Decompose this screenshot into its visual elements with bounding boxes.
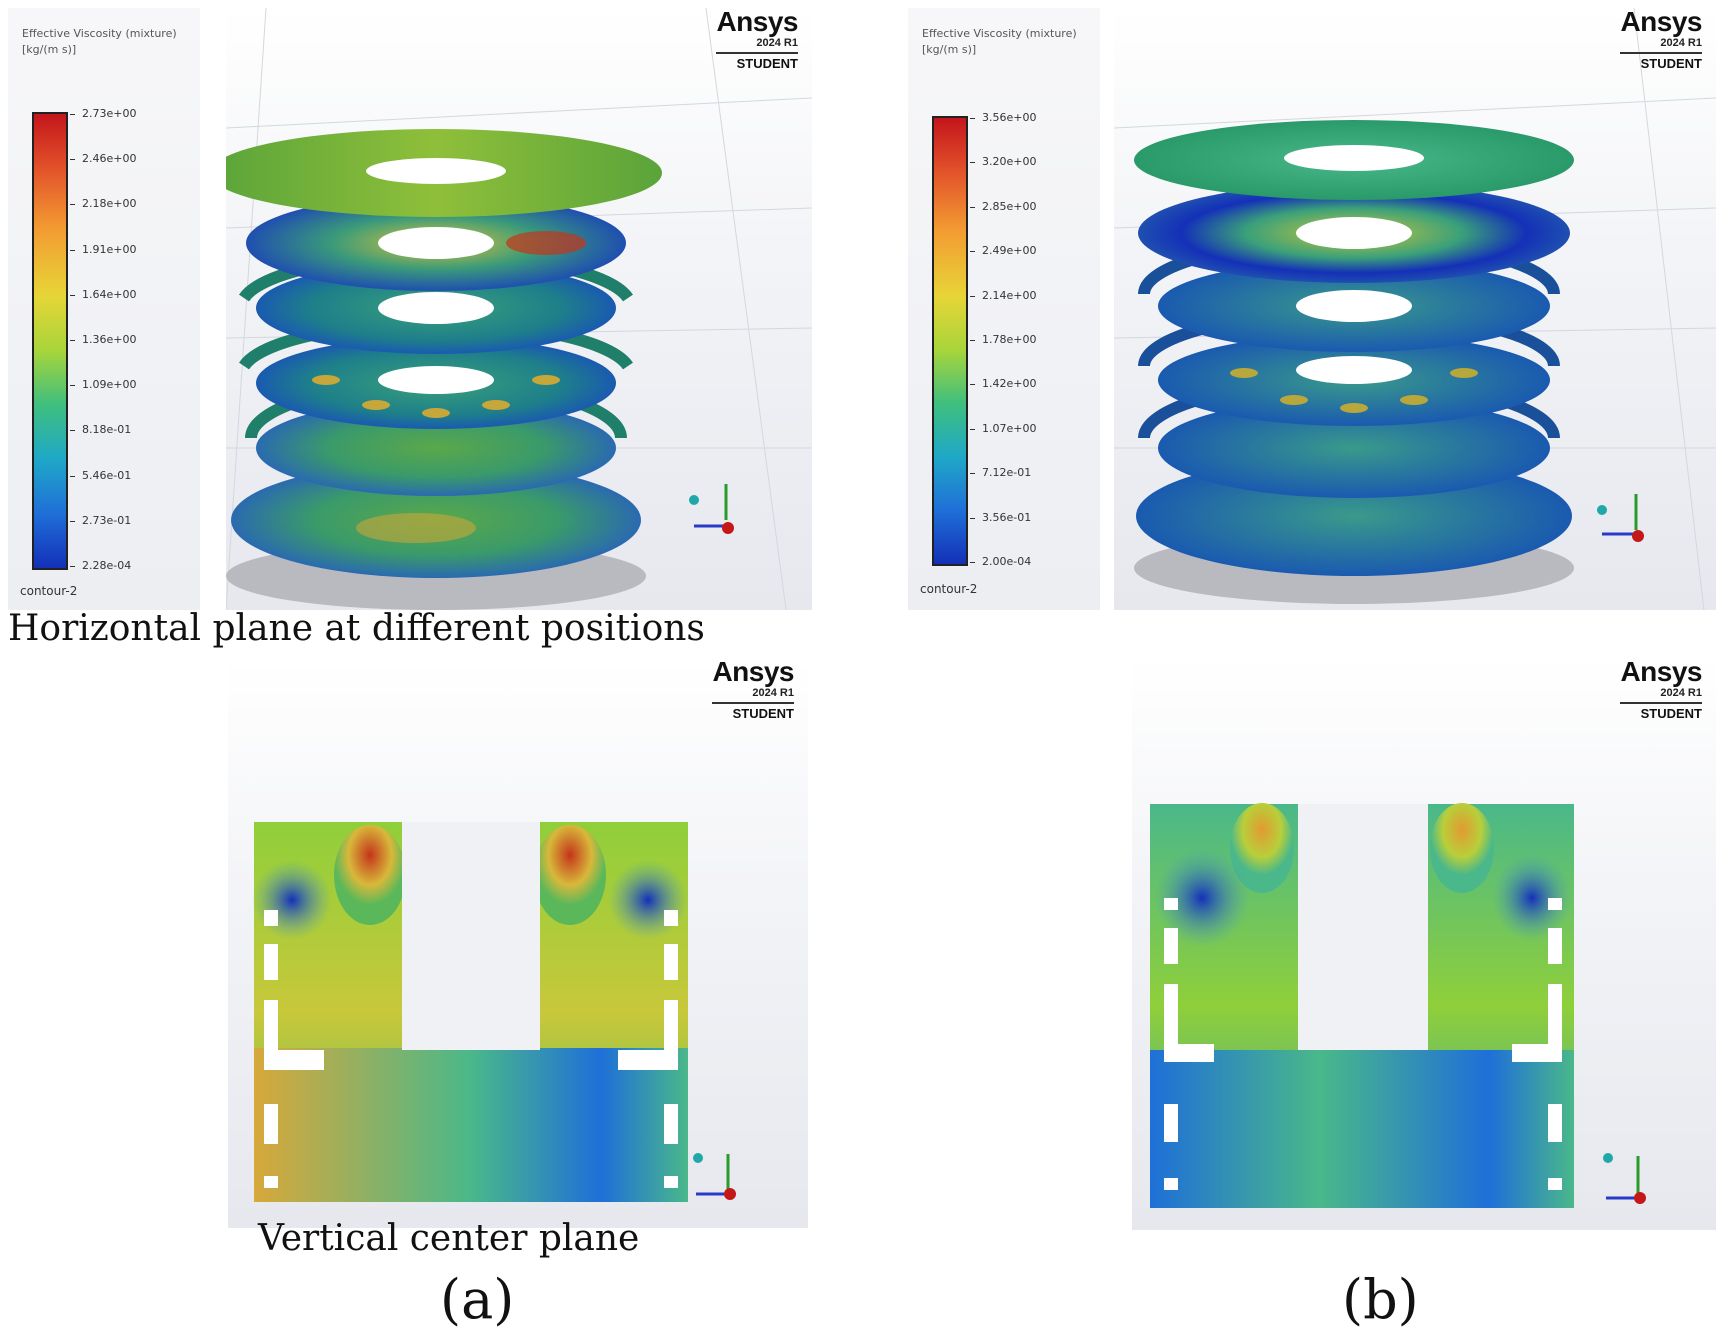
colorbar-tick-label: 1.78e+00 <box>982 333 1037 346</box>
caption-label-a: (a) <box>440 1268 515 1331</box>
colorbar-tick-label: 1.07e+00 <box>982 421 1037 435</box>
vertical-plane-render-b <box>1150 803 1646 1208</box>
colorbar-tick-label: 2.46e+00 <box>82 152 137 166</box>
ansys-logo-b: Ansys <box>1620 8 1702 37</box>
colorbar-tickmark <box>70 294 75 296</box>
colorbar-tick-label: 1.36e+00 <box>82 333 137 346</box>
colorbar-tickmark <box>970 206 975 208</box>
contour-label-a: contour-2 <box>20 584 78 598</box>
colorbar-tickmark <box>70 475 75 477</box>
colorbar-tickmark <box>70 566 75 567</box>
axis-triad-icon-b2 <box>1603 1153 1646 1204</box>
colorbar-legend-a: Effective Viscosity (mixture) [kg/(m s)]… <box>8 8 200 610</box>
colorbar-tick-label: 2.14e+00 <box>982 288 1037 302</box>
colorbar-tick-label: 2.18e+00 <box>82 197 137 211</box>
ansys-watermark-a2: Ansys 2024 R1 STUDENT <box>712 660 794 721</box>
colorbar-tickmark <box>970 162 975 164</box>
caption-vertical-plane: Vertical center plane <box>258 1218 640 1259</box>
horizontal-planes-view-a: Ansys 2024 R1 STUDENT <box>226 8 812 610</box>
colorbar-tick-label: 2.85e+00 <box>982 199 1037 213</box>
colorbar-tickmark <box>70 430 75 432</box>
colorbar-tick-label: 1.64e+00 <box>82 287 137 301</box>
colorbar-tickmark <box>970 562 975 563</box>
horizontal-planes-render-b <box>1114 8 1716 610</box>
colorbar-tick-label: 1.09e+00 <box>82 378 137 392</box>
ansys-watermark-b: Ansys 2024 R1 STUDENT <box>1620 8 1702 71</box>
vertical-plane-view-b: Ansys 2024 R1 STUDENT <box>1132 658 1716 1230</box>
caption-horizontal-planes: Horizontal plane at different positions <box>8 608 705 649</box>
colorbar-tick-label: 7.12e-01 <box>982 466 1032 480</box>
contour-label-b: contour-2 <box>920 582 978 596</box>
axis-triad-icon-a <box>689 484 734 534</box>
axis-triad-icon-a2 <box>693 1153 736 1200</box>
colorbar-a <box>32 112 68 570</box>
colorbar-tickmark <box>70 520 75 522</box>
colorbar-tickmark <box>970 473 975 475</box>
caption-label-b: (b) <box>1342 1268 1419 1331</box>
colorbar-tickmark <box>70 340 75 341</box>
colorbar-tick-label: 2.49e+00 <box>982 244 1037 258</box>
colorbar-tick-label: 3.56e-01 <box>982 510 1032 524</box>
colorbar-tick-label: 3.56e+00 <box>982 111 1037 124</box>
colorbar-b <box>932 116 968 566</box>
colorbar-legend-b: Effective Viscosity (mixture) [kg/(m s)]… <box>908 8 1100 610</box>
colorbar-tickmark <box>970 384 975 386</box>
vertical-plane-render-a <box>252 822 736 1202</box>
colorbar-tick-label: 2.73e-01 <box>82 513 132 527</box>
ansys-watermark-a: Ansys 2024 R1 STUDENT <box>716 8 798 71</box>
horizontal-planes-view-b: Ansys 2024 R1 STUDENT <box>1114 8 1716 610</box>
colorbar-tickmark <box>970 340 975 341</box>
colorbar-tickmark <box>970 428 975 430</box>
colorbar-tickmark <box>70 249 75 251</box>
colorbar-tickmark <box>70 114 75 115</box>
colorbar-tickmark <box>70 385 75 387</box>
colorbar-tick-label: 1.42e+00 <box>982 377 1037 391</box>
colorbar-tickmark <box>970 118 975 119</box>
vertical-plane-view-a: Ansys 2024 R1 STUDENT <box>228 660 808 1228</box>
colorbar-tick-label: 1.91e+00 <box>82 242 137 256</box>
ansys-logo-a: Ansys <box>716 8 798 37</box>
colorbar-tickmark <box>70 204 75 206</box>
axis-triad-icon-b <box>1597 494 1644 542</box>
colorbar-tick-label: 5.46e-01 <box>82 468 132 482</box>
colorbar-tick-label: 3.20e+00 <box>982 155 1037 169</box>
ansys-watermark-b2: Ansys 2024 R1 STUDENT <box>1620 658 1702 721</box>
colorbar-tick-label: 2.00e-04 <box>982 555 1032 568</box>
horizontal-planes-render-a <box>226 8 812 610</box>
colorbar-tick-label: 8.18e-01 <box>82 423 132 437</box>
colorbar-tickmark <box>70 159 75 161</box>
colorbar-tickmark <box>970 251 975 253</box>
colorbar-tickmark <box>970 295 975 297</box>
colorbar-tick-label: 2.28e-04 <box>82 559 132 572</box>
legend-title-b: Effective Viscosity (mixture) [kg/(m s)] <box>922 27 1077 56</box>
colorbar-tick-label: 2.73e+00 <box>82 107 137 120</box>
legend-title-a: Effective Viscosity (mixture) [kg/(m s)] <box>22 27 177 56</box>
colorbar-tickmark <box>970 517 975 519</box>
